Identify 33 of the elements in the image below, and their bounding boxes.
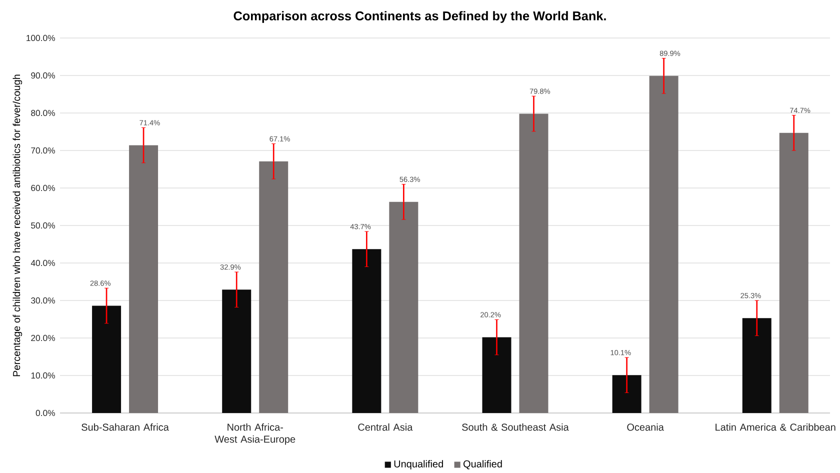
x-tick-label: North Africa-West Asia-Europe [214, 423, 296, 445]
legend-label: Qualified [464, 460, 502, 470]
y-tick-label: 90.0% [31, 72, 55, 79]
bar [352, 249, 382, 413]
y-tick-label: 40.0% [30, 260, 55, 266]
legend-label: Unqualified [394, 460, 443, 470]
x-tick-label: Oceania [627, 423, 664, 431]
y-tick-label: 70.0% [31, 147, 55, 154]
bar [519, 114, 548, 413]
bar [649, 76, 678, 413]
bar [612, 375, 642, 413]
y-tick-label: 60.0% [31, 184, 55, 192]
x-tick-label: Sub-Saharan Africa [82, 423, 169, 431]
y-tick-label: 100.0% [26, 34, 55, 42]
y-tick-label: 20.0% [31, 334, 55, 342]
y-tick-label: 80.0% [31, 110, 55, 116]
y-axis-title: Percentage of children who have received antibiotics for fever/cough [12, 74, 22, 376]
chart-title: Comparison across Continents as Defined by the World Bank. [234, 11, 606, 23]
bar [779, 132, 808, 413]
bar [129, 145, 158, 413]
bar [259, 161, 288, 413]
bar [92, 306, 122, 413]
x-tick-label: South & Southeast Asia [462, 423, 569, 431]
y-tick-label: 10.0% [31, 372, 55, 379]
bar [742, 318, 772, 413]
y-tick-label: 0.0% [36, 410, 55, 416]
x-tick-label: Central Asia [358, 423, 413, 431]
y-tick-label: 50.0% [31, 222, 55, 229]
bar [482, 337, 512, 413]
bar [222, 290, 252, 413]
y-tick-label: 30.0% [31, 297, 55, 304]
x-tick-label: Latin America & Caribbean [716, 423, 836, 431]
bar [389, 202, 418, 413]
